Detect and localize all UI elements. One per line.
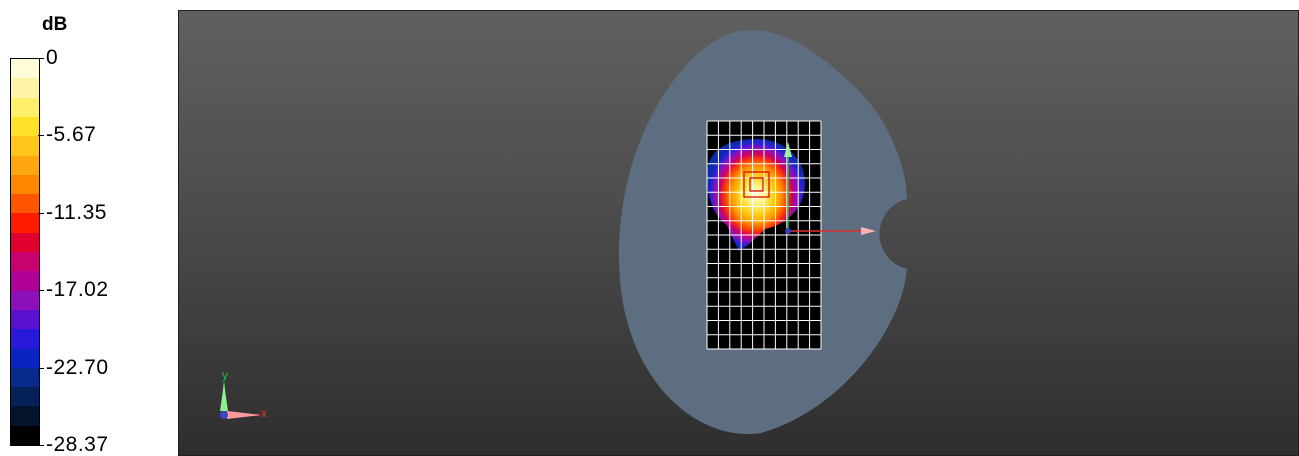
legend-color-bar (10, 58, 40, 446)
measurement-grid (706, 120, 822, 350)
legend-tick-mark (38, 212, 44, 214)
legend-tick-label: -28.37 (46, 433, 109, 456)
device-axis-indicator (784, 142, 876, 235)
color-legend: dB 0 -5.67 -11.35 -17.02 -22.70 -28.37 (0, 0, 178, 456)
legend-swatch (11, 271, 39, 292)
legend-tick-mark (38, 445, 44, 446)
legend-swatch (11, 116, 39, 137)
legend-tick-mark (38, 58, 44, 59)
legend-tick-label: -22.70 (46, 355, 109, 379)
legend-swatch (11, 155, 39, 176)
sar-hotspot (707, 139, 805, 251)
peak-marker-outer (743, 171, 770, 198)
legend-swatch (11, 425, 39, 446)
legend-swatch (11, 78, 39, 99)
legend-tick-label: -11.35 (46, 200, 107, 224)
legend-swatch (11, 329, 39, 349)
legend-swatch (11, 136, 39, 156)
legend-swatch (11, 252, 39, 272)
legend-swatch (11, 367, 39, 388)
legend-swatch (11, 232, 39, 253)
legend-tick-label: 0 (46, 46, 59, 69)
legend-tick-mark (38, 135, 44, 137)
y-axis-label: y (222, 368, 228, 382)
legend-swatch (11, 406, 39, 427)
legend-swatch (11, 174, 39, 195)
scene-canvas: x y (220, 30, 907, 435)
legend-tick-mark (38, 290, 44, 292)
legend-swatch (11, 348, 39, 369)
legend-swatch (11, 290, 39, 311)
legend-unit-label: dB (42, 14, 68, 35)
legend-tick-mark (38, 367, 44, 369)
legend-tick-label: -17.02 (46, 278, 109, 302)
legend-swatch (11, 213, 39, 234)
3d-viewport[interactable]: x y (178, 10, 1299, 456)
legend-swatch (11, 59, 39, 79)
legend-swatch (11, 194, 39, 214)
axes-triad (220, 383, 261, 419)
x-axis-label: x (261, 406, 267, 420)
legend-swatch (11, 309, 39, 330)
peak-marker-inner (749, 177, 764, 192)
legend-swatch (11, 97, 39, 118)
legend-tick-label: -5.67 (46, 123, 97, 147)
legend-swatch (11, 387, 39, 407)
